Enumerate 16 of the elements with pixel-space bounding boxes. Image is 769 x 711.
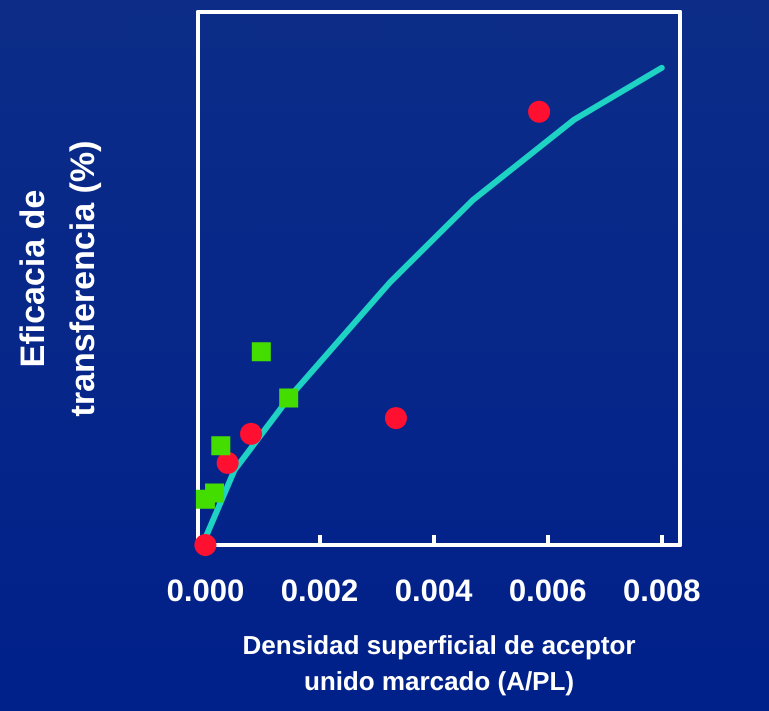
point <box>240 422 262 445</box>
y-axis-title: Eficacia de transferencia (%) <box>14 140 102 416</box>
x-tick-label: 0.004 <box>394 573 474 608</box>
point <box>194 534 216 556</box>
point <box>252 342 271 362</box>
x-axis-title: Densidad superficial de aceptor unido marcado (A/PL) <box>242 630 636 696</box>
point <box>216 452 239 474</box>
point <box>205 483 224 502</box>
point <box>279 388 298 408</box>
x-tick-label: 0.000 <box>166 573 244 608</box>
x-tick-label: 0.008 <box>622 573 701 608</box>
point <box>211 436 230 456</box>
x-tick-label: 0.002 <box>280 573 358 608</box>
point <box>384 407 407 430</box>
x-tick-label: 0.006 <box>508 573 586 608</box>
point <box>528 100 550 123</box>
